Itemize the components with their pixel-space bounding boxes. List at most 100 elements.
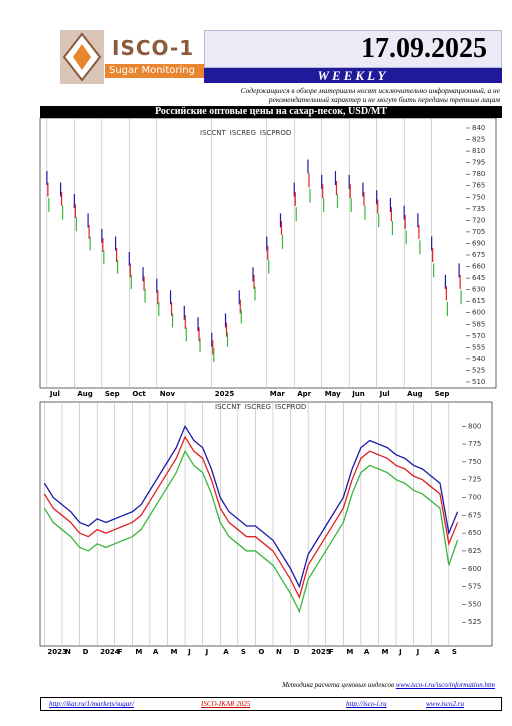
footer-link[interactable]: http://isco-i.ru [346, 700, 387, 708]
x-tick-label: D [294, 648, 300, 656]
y-tick-label: 750 [468, 458, 481, 466]
y-tick-label: 525 [468, 618, 481, 626]
y-tick-label: 575 [468, 583, 481, 591]
y-tick-label: 800 [468, 422, 481, 430]
x-tick-label: F [118, 648, 123, 656]
footer-link[interactable]: www.isco2.ru [426, 700, 464, 708]
x-tick-label: S [452, 648, 457, 656]
y-tick-label: 675 [468, 511, 481, 519]
plot-frame [39, 117, 497, 389]
y-tick-label: 765 [472, 182, 485, 190]
footer-link[interactable]: http://ikar.ru/1/markets/sugar/ [49, 700, 134, 708]
price-line [43, 424, 459, 589]
y-tick-label: 780 [472, 170, 485, 178]
edition: WEEKLY [204, 68, 502, 83]
legend-entry: ISCPROD [275, 403, 306, 411]
x-tick-label: M [135, 648, 142, 656]
method-note: Методика расчета ценовых индексов www.is… [230, 681, 495, 689]
logo [60, 30, 104, 84]
footer-bar: http://ikar.ru/1/markets/sugar/ ISCO-IKA… [40, 697, 502, 711]
x-tick-label: S [241, 648, 246, 656]
y-tick-label: 570 [472, 332, 485, 340]
legend-entry: ISCREG [230, 129, 256, 137]
y-tick-label: 510 [472, 378, 485, 386]
y-tick-label: 650 [468, 529, 481, 537]
x-tick-label: D [83, 648, 89, 656]
date-box: 17.09.2025 [204, 30, 502, 68]
y-tick-label: 540 [472, 355, 485, 363]
x-tick-label: A [434, 648, 440, 656]
x-tick-label: M [346, 648, 353, 656]
date: 17.09.2025 [361, 33, 487, 64]
y-tick-label: 525 [472, 366, 485, 374]
x-tick-label: J [187, 648, 191, 656]
y-tick-label: 630 [472, 286, 485, 294]
x-tick-label: Nov [160, 390, 176, 398]
brand: ISCO-1 [112, 36, 195, 60]
y-tick-label: 615 [472, 297, 485, 305]
y-tick-label: 600 [468, 565, 481, 573]
x-tick-label: 2024 [100, 648, 120, 656]
legend-entry: ISCPROD [260, 129, 291, 137]
legend-entry: ISCCNT [200, 129, 227, 137]
x-tick-label: Apr [297, 390, 311, 398]
x-tick-label: O [258, 648, 264, 656]
x-tick-label: May [325, 390, 341, 398]
x-tick-label: A [223, 648, 229, 656]
x-tick-label: Jun [351, 390, 365, 398]
y-tick-label: 705 [472, 228, 485, 236]
x-tick-label: J [398, 648, 402, 656]
x-tick-label: 2025 [215, 390, 235, 398]
method-link[interactable]: www.isco-i.ru/isco/information.htm [395, 681, 495, 689]
x-tick-label: Jul [49, 390, 60, 398]
legend-entry: ISCREG [245, 403, 271, 411]
tagline: Sugar Monitoring [105, 64, 204, 78]
x-tick-label: J [205, 648, 209, 656]
x-tick-label: Mar [270, 390, 286, 398]
x-tick-label: M [170, 648, 177, 656]
y-tick-label: 735 [472, 205, 485, 213]
x-tick-label: Aug [407, 390, 422, 398]
y-tick-label: 750 [472, 193, 485, 201]
y-tick-label: 675 [472, 251, 485, 259]
y-tick-label: 600 [472, 309, 485, 317]
x-tick-label: Sep [105, 390, 120, 398]
price-line [43, 449, 459, 614]
y-tick-label: 840 [472, 124, 485, 132]
y-tick-label: 795 [472, 159, 485, 167]
charts: 840 825 810 795 780 765 750 735 720 705 690 675 660 6… [39, 117, 497, 656]
y-tick-label: 625 [468, 547, 481, 555]
y-tick-label: 550 [468, 600, 481, 608]
y-tick-label: 645 [472, 274, 485, 282]
x-tick-label: A [153, 648, 159, 656]
legend-entry: ISCCNT [215, 403, 242, 411]
x-tick-label: A [364, 648, 370, 656]
section-title: Российские оптовые цены на сахар-песок, … [40, 106, 502, 118]
x-tick-label: M [381, 648, 388, 656]
y-tick-label: 700 [468, 494, 481, 502]
x-tick-label: N [65, 648, 71, 656]
price-line [43, 435, 459, 600]
y-tick-label: 775 [468, 440, 481, 448]
y-tick-label: 725 [468, 476, 481, 484]
y-tick-label: 720 [472, 216, 485, 224]
x-tick-label: Aug [77, 390, 92, 398]
y-tick-label: 810 [472, 147, 485, 155]
x-tick-label: 2025 [311, 648, 331, 656]
y-tick-label: 690 [472, 239, 485, 247]
x-tick-label: 2023 [47, 648, 67, 656]
x-tick-label: Oct [132, 390, 146, 398]
footer-copyright: ISCO-IKAR 2025 [201, 700, 251, 708]
method-label: Методика расчета ценовых индексов [282, 681, 394, 689]
x-tick-label: Jul [379, 390, 390, 398]
y-tick-label: 660 [472, 263, 485, 271]
y-tick-label: 585 [472, 320, 485, 328]
plot-frame [39, 401, 493, 647]
x-tick-label: J [416, 648, 420, 656]
x-tick-label: Sep [435, 390, 450, 398]
x-tick-label: N [276, 648, 282, 656]
y-tick-label: 825 [472, 136, 485, 144]
disclaimer: Содержащиеся в обзоре материалы носят ис… [240, 86, 500, 104]
x-tick-label: F [329, 648, 334, 656]
